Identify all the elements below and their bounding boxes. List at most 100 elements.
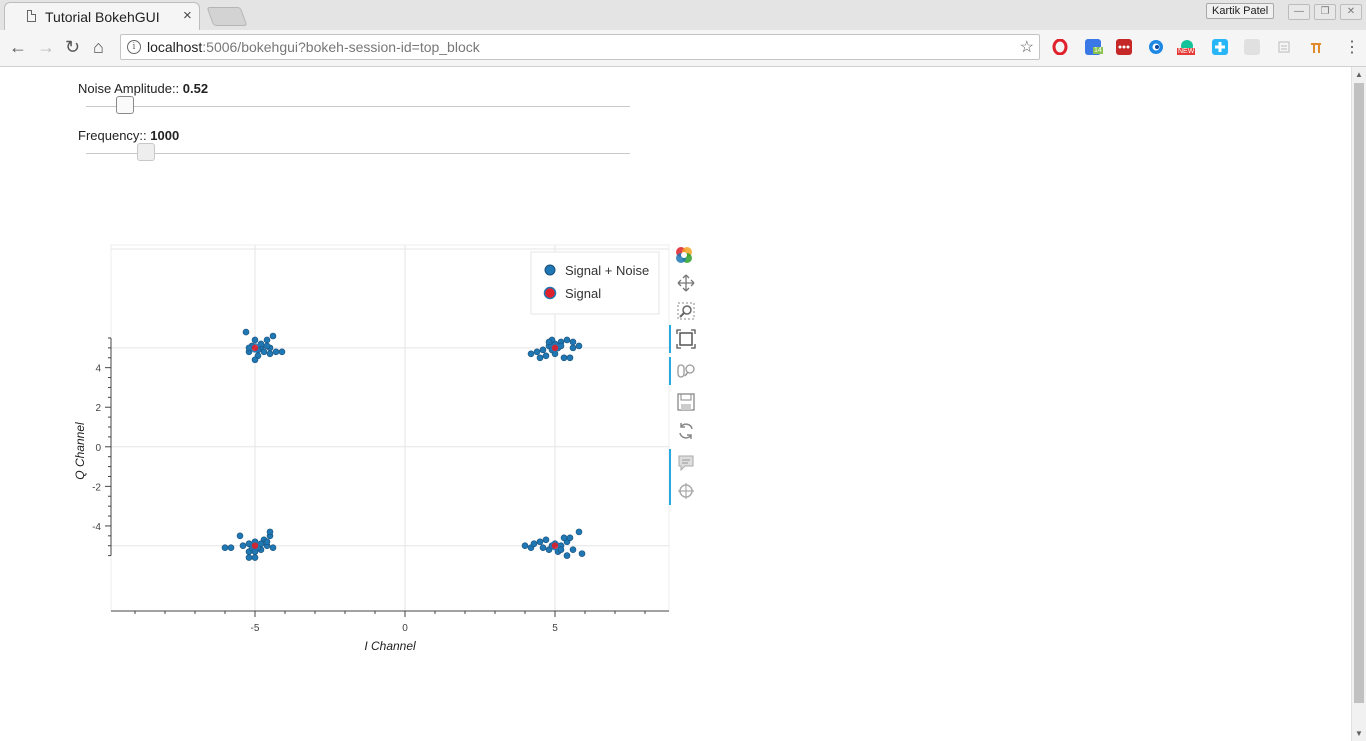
profile-button[interactable]: Kartik Patel <box>1206 3 1275 19</box>
eye-extension-icon[interactable] <box>1148 39 1164 55</box>
crosshair-tool-icon[interactable] <box>676 481 696 501</box>
noise-point <box>251 336 259 344</box>
x-tick-label: 5 <box>552 623 558 634</box>
noise-point <box>542 536 550 544</box>
noise-amplitude-value: 0.52 <box>182 81 209 96</box>
minimize-icon[interactable]: — <box>1288 4 1310 20</box>
x-axis-label: I Channel <box>364 639 416 653</box>
save-tool-icon[interactable] <box>676 392 696 412</box>
noise-point <box>533 348 541 356</box>
frequency-label: Frequency:: 1000 <box>78 128 638 143</box>
wheel-zoom-tool-icon[interactable] <box>676 361 696 381</box>
tab-close-icon[interactable]: × <box>183 7 192 24</box>
noise-point <box>539 544 547 551</box>
noise-point <box>269 332 277 340</box>
reset-tool-icon[interactable] <box>676 421 696 441</box>
noise-point <box>560 354 568 362</box>
noise-point <box>575 528 583 536</box>
scrollbar-thumb[interactable] <box>1354 83 1364 703</box>
frequency-handle[interactable] <box>136 143 155 161</box>
noise-point <box>221 544 229 551</box>
noise-point <box>578 550 586 557</box>
plot-legend: Signal + Noise Signal <box>530 251 660 315</box>
opera-logo <box>1052 38 1068 56</box>
noise-point <box>269 544 277 551</box>
bokeh-logo-icon[interactable] <box>674 245 694 265</box>
reload-icon[interactable]: ↻ <box>65 37 81 57</box>
plot-axes <box>110 337 669 612</box>
address-bar[interactable]: i localhost:5006/bokehgui?bokeh-session-… <box>120 34 1040 60</box>
opera-extension-icon[interactable] <box>1052 38 1068 56</box>
info-icon[interactable]: i <box>127 40 141 54</box>
frequency-track[interactable] <box>86 153 630 154</box>
plus-glyph <box>1215 42 1225 52</box>
active-tool-indicator <box>669 449 671 505</box>
noise-point <box>566 354 574 362</box>
reader-extension-icon[interactable] <box>1276 39 1292 55</box>
y-tick-label: -2 <box>92 482 101 493</box>
active-tool-indicator <box>669 325 671 353</box>
noise-point <box>536 538 544 546</box>
signal-point <box>550 540 560 551</box>
bookmark-star-icon[interactable]: ☆ <box>1019 39 1034 56</box>
noise-point <box>539 346 547 354</box>
noise-point <box>242 328 250 336</box>
reset-zoom-tool-icon[interactable] <box>676 329 696 349</box>
noise-point <box>263 538 271 546</box>
calendar-extension-icon[interactable]: 14 <box>1085 39 1103 55</box>
lastpass-extension-icon[interactable] <box>1116 39 1132 55</box>
forward-arrow-icon[interactable]: → <box>37 37 55 57</box>
tab-tutorial-bokehgui[interactable]: Tutorial BokehGUI × <box>4 2 200 30</box>
new-tab-button[interactable] <box>206 7 248 26</box>
document-icon <box>27 10 36 22</box>
noise-amplitude-title: Noise Amplitude:: <box>78 81 183 96</box>
frequency-value: 1000 <box>150 128 180 143</box>
plot-points <box>221 328 586 561</box>
noise-amplitude-track[interactable] <box>86 106 630 107</box>
url-text[interactable]: localhost:5006/bokehgui?bokeh-session-id… <box>147 39 480 55</box>
y-tick-label: 2 <box>95 403 101 414</box>
box-zoom-tool-icon[interactable] <box>676 301 696 321</box>
page-scrollbar[interactable]: ▲ ▼ <box>1351 67 1366 741</box>
home-icon[interactable]: ⌂ <box>93 37 104 57</box>
x-tick-label: 0 <box>402 623 408 634</box>
frequency-title: Frequency:: <box>78 128 151 143</box>
noise-point <box>266 350 274 358</box>
url-host: localhost <box>147 39 203 55</box>
eye-glyph <box>1149 40 1163 54</box>
legend-signal-marker <box>543 286 557 300</box>
restore-icon[interactable]: ❐ <box>1314 4 1336 20</box>
scroll-down-icon[interactable]: ▼ <box>1355 729 1363 738</box>
noise-point <box>227 544 235 551</box>
noise-point <box>536 354 544 362</box>
hover-tool-icon[interactable] <box>676 453 696 473</box>
plus-extension-icon[interactable] <box>1212 39 1228 55</box>
noise-point <box>542 352 550 360</box>
grammarly-extension-icon[interactable]: NEW <box>1177 39 1196 55</box>
tools-extension-icon[interactable] <box>1308 39 1324 55</box>
active-tool-indicator <box>669 357 671 385</box>
noise-amplitude-slider: Noise Amplitude:: 0.52 <box>78 81 638 114</box>
noise-point <box>569 546 577 553</box>
plot-ticks: -5 0 5 -4 -2 0 2 4 <box>92 337 646 634</box>
browser-menu-icon[interactable]: ⋮ <box>1344 39 1360 56</box>
noise-point <box>560 534 568 542</box>
noise-point <box>563 336 571 344</box>
noise-point <box>236 532 244 540</box>
back-arrow-icon[interactable]: ← <box>9 37 27 57</box>
puzzle-extension-icon[interactable] <box>1244 39 1260 55</box>
noise-point <box>278 348 286 356</box>
calendar-badge: 14 <box>1093 47 1103 54</box>
pan-tool-icon[interactable] <box>676 273 696 293</box>
noise-point <box>569 338 577 346</box>
plot-canvas[interactable]: -5 0 5 -4 -2 0 2 4 Signal + Noise Signal I Chann… <box>60 239 670 669</box>
signal-point <box>250 540 260 551</box>
tools-glyph <box>1311 43 1321 53</box>
noise-amplitude-label: Noise Amplitude:: 0.52 <box>78 81 638 96</box>
scroll-up-icon[interactable]: ▲ <box>1355 70 1363 79</box>
close-window-icon[interactable]: ✕ <box>1340 4 1362 20</box>
legend-signal-label: Signal <box>565 286 601 301</box>
noise-amplitude-handle[interactable] <box>115 96 134 114</box>
new-badge: NEW <box>1177 48 1196 55</box>
reader-glyph <box>1278 41 1290 53</box>
